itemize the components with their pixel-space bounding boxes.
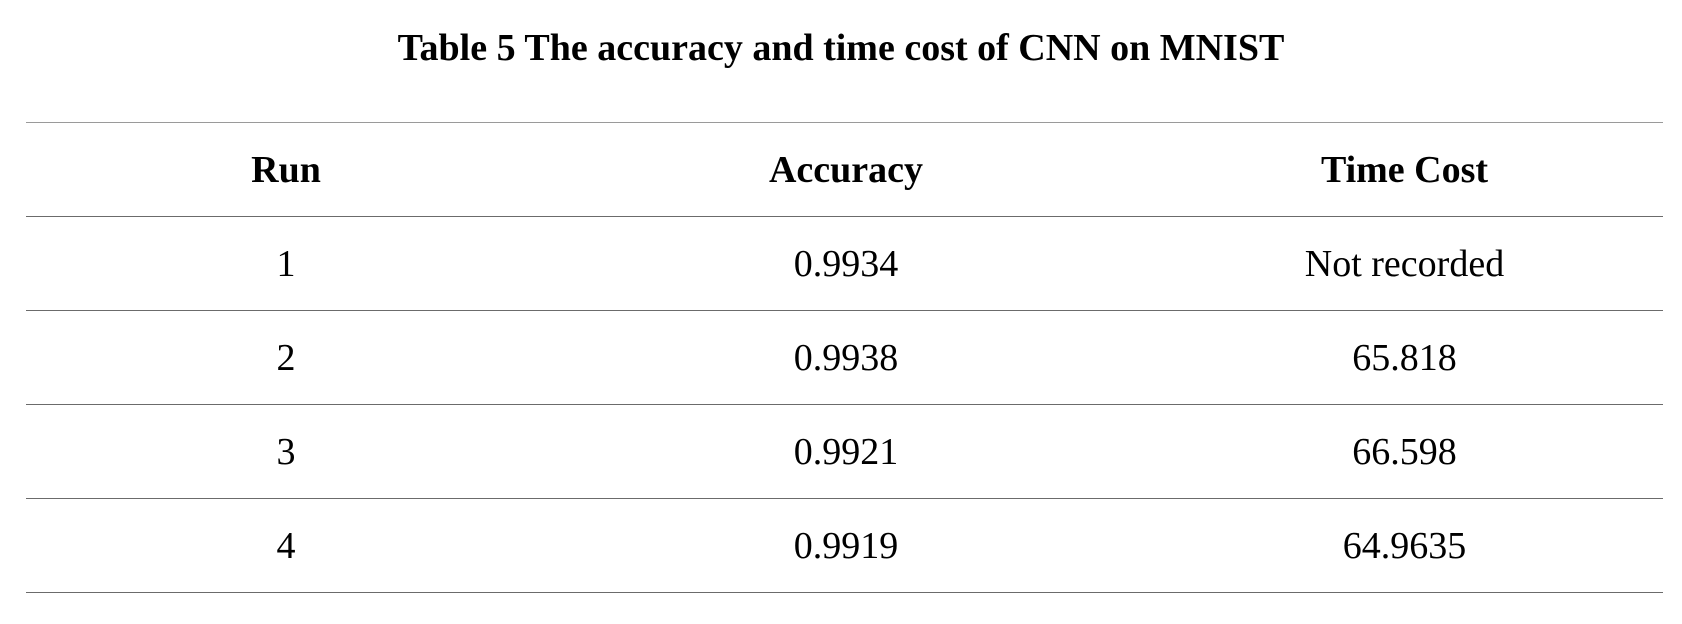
cell-run: 4 [26,498,546,593]
column-header-run: Run [26,122,546,217]
table-row: 3 0.9921 66.598 [26,404,1663,499]
header-row: Run Accuracy Time Cost [26,122,1663,217]
cell-time-cost: 65.818 [1146,310,1663,405]
table-body: 1 0.9934 Not recorded 2 0.9938 65.818 3 … [26,216,1663,593]
table-row: 2 0.9938 65.818 [26,310,1663,405]
cell-time-cost: 64.9635 [1146,498,1663,593]
cell-time-cost: Not recorded [1146,216,1663,311]
cell-run: 2 [26,310,546,405]
cell-run: 1 [26,216,546,311]
cell-run: 3 [26,404,546,499]
cell-accuracy: 0.9934 [546,216,1146,311]
results-table: Run Accuracy Time Cost 1 0.9934 Not reco… [26,122,1663,593]
table-row: 4 0.9919 64.9635 [26,498,1663,593]
table-row: 1 0.9934 Not recorded [26,216,1663,311]
cell-accuracy: 0.9919 [546,498,1146,593]
table-caption: Table 5 The accuracy and time cost of CN… [397,27,1285,69]
table-header: Run Accuracy Time Cost [26,122,1663,217]
cell-accuracy: 0.9921 [546,404,1146,499]
column-header-accuracy: Accuracy [546,122,1146,217]
cell-time-cost: 66.598 [1146,404,1663,499]
cell-accuracy: 0.9938 [546,310,1146,405]
column-header-time-cost: Time Cost [1146,122,1663,217]
